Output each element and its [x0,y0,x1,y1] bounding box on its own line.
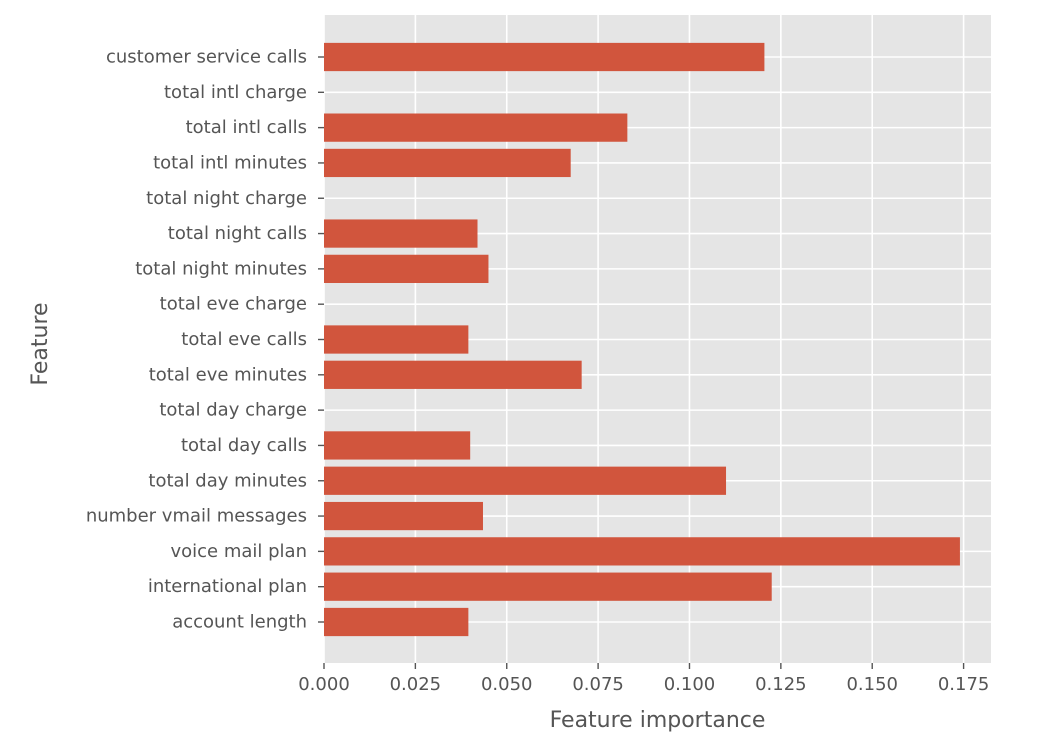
y-tick-label: total eve calls [181,329,307,350]
y-tick-label: total eve minutes [149,364,307,385]
bar-total-day-minutes [324,466,727,495]
x-tick-label: 0.025 [390,674,442,695]
x-tick-label: 0.150 [846,674,898,695]
x-tick-label: 0.175 [938,674,990,695]
y-tick-label: account length [172,612,307,633]
x-tick-labels: 0.000 0.025 0.050 0.075 0.100 0.125 0.150 0.175 [298,663,989,695]
x-tick-label: 0.125 [755,674,807,695]
y-tick-label: total night charge [146,188,307,209]
y-tick-label: number vmail messages [86,506,307,527]
bar-customer-service-calls [324,42,765,72]
bars [324,42,960,637]
x-axis-label: Feature importance [550,708,766,733]
y-tick-label: international plan [148,576,307,597]
bar-number-vmail-messages [324,501,483,531]
y-tick-label: total night calls [168,223,307,244]
bar-total-night-minutes [324,254,489,283]
bar-international-plan [324,572,772,601]
bar-total-intl-minutes [324,148,571,178]
y-tick-label: total intl charge [164,82,307,103]
y-tick-label: total night minutes [135,258,307,279]
y-tick-label: total intl minutes [153,152,307,173]
bar-total-eve-minutes [324,360,582,389]
x-tick-label: 0.000 [298,674,350,695]
x-tick-label: 0.100 [664,674,716,695]
bar-total-eve-calls [324,325,469,354]
x-tick-label: 0.050 [481,674,533,695]
bar-total-night-calls [324,219,478,248]
y-axis-label: Feature [28,302,53,385]
y-tick-labels: account length international plan voice ma… [86,47,324,633]
x-tick-label: 0.075 [572,674,624,695]
bar-voice-mail-plan [324,537,960,566]
y-tick-label: voice mail plan [170,541,307,562]
bar-total-day-calls [324,431,471,460]
bar-account-length [324,607,469,637]
y-tick-label: total day charge [159,400,307,421]
y-tick-label: total day calls [181,435,307,456]
y-tick-label: total intl calls [186,117,307,138]
y-tick-label: total eve charge [160,294,307,315]
y-tick-label: customer service calls [106,47,307,68]
y-tick-label: total day minutes [148,470,307,491]
bar-total-intl-calls [324,113,628,142]
